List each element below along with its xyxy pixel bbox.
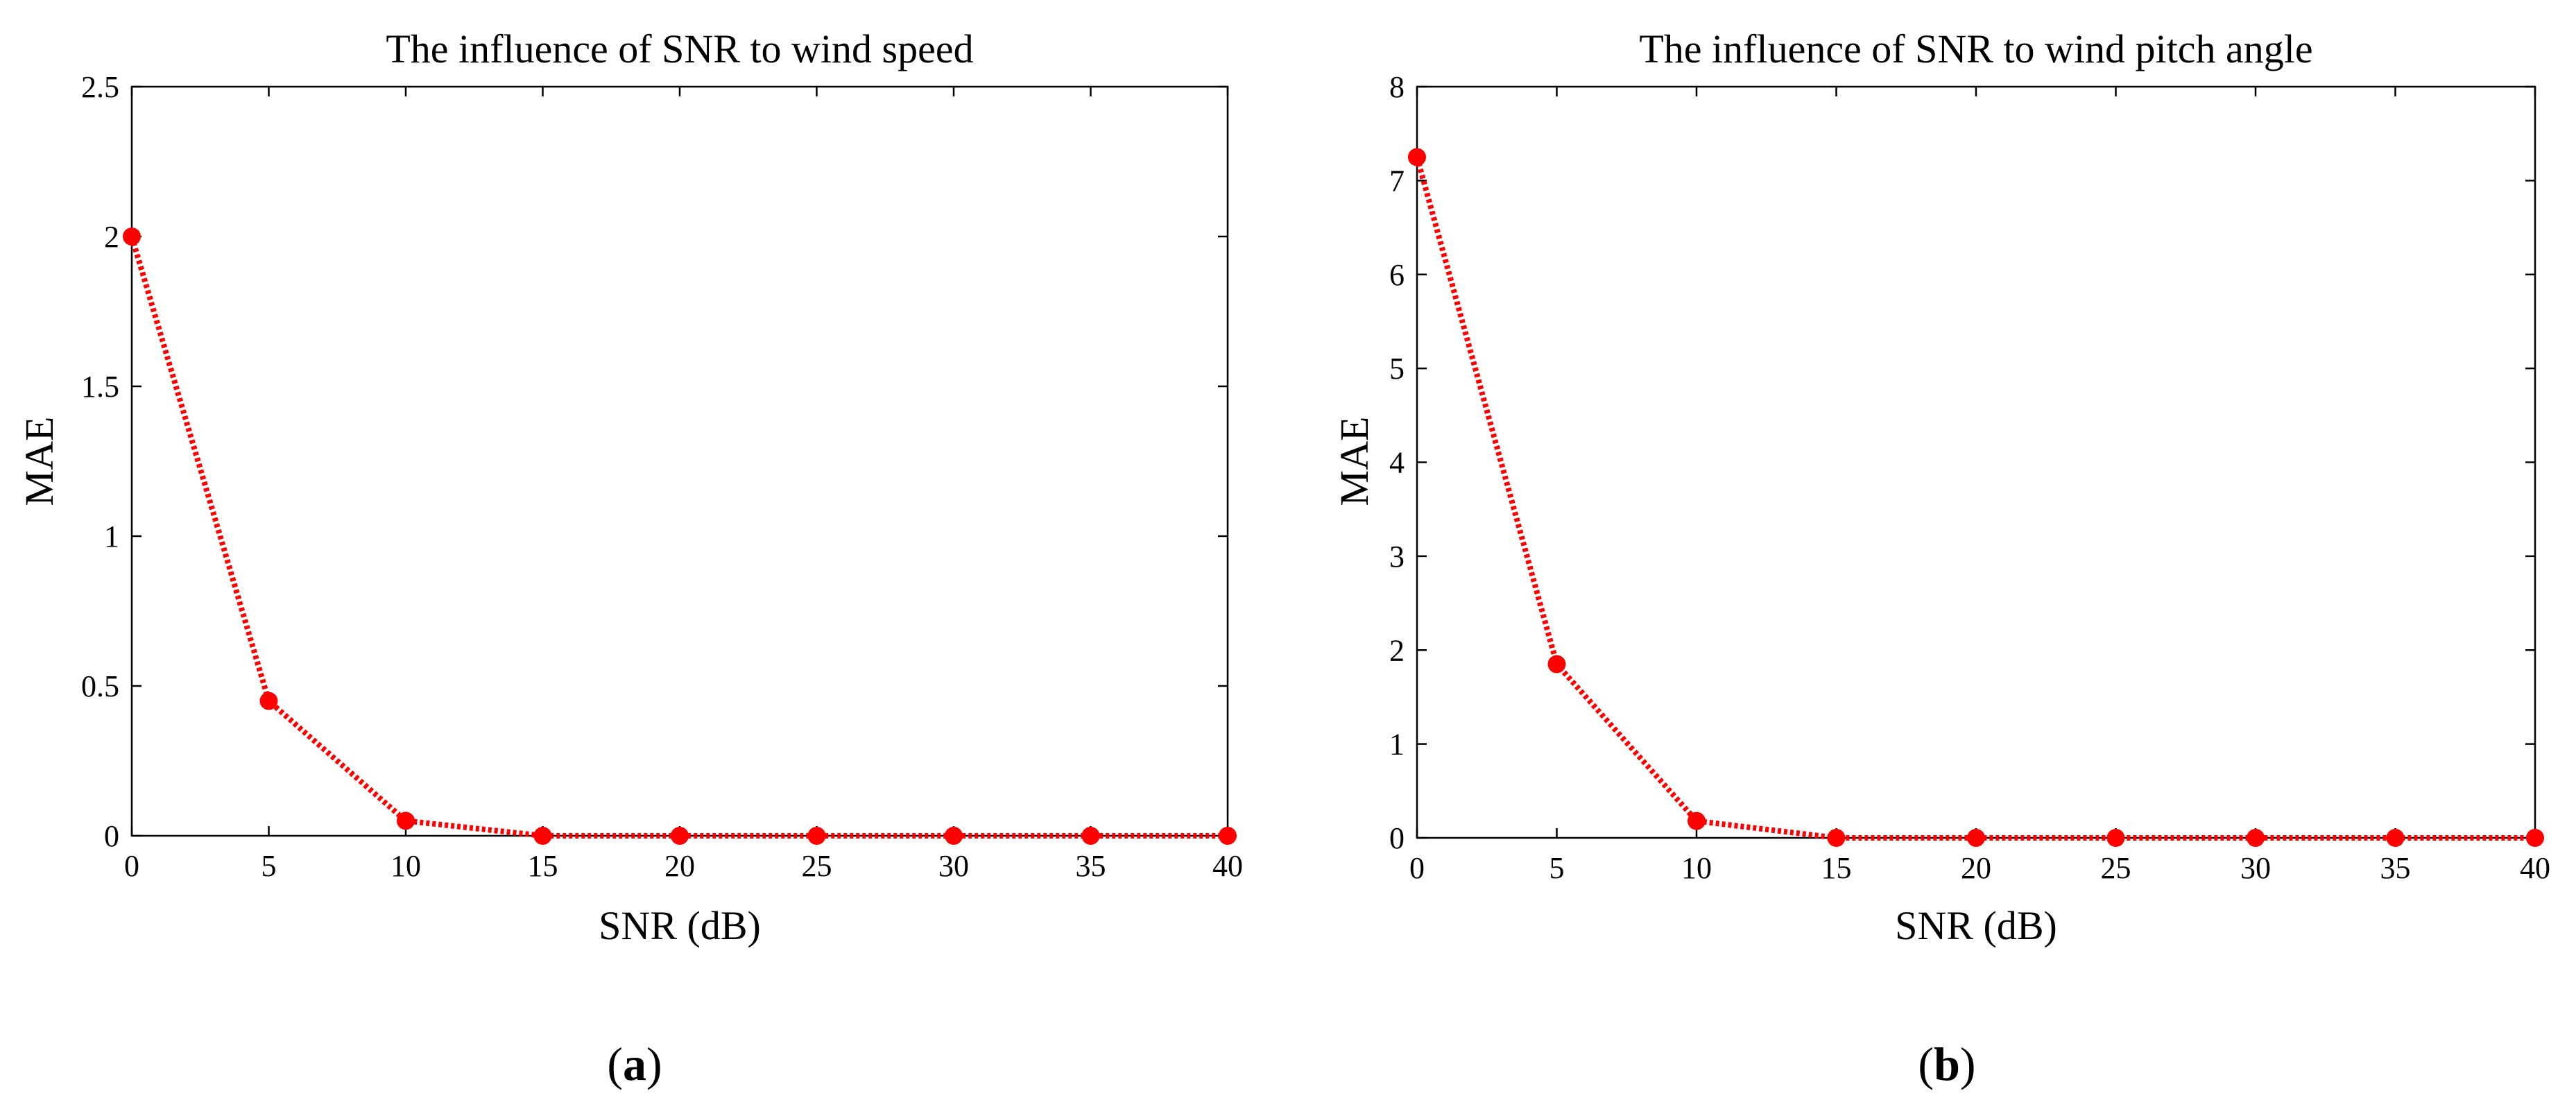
y-axis-title-a: MAE [17,417,62,506]
x-tick-label-a: 30 [938,849,969,883]
panel-label-b-letter: b [1934,1038,1960,1090]
y-tick-label-b: 1 [1389,728,1405,762]
panel-label-b-close: ) [1960,1038,1976,1090]
y-tick-label-a: 0 [104,819,119,853]
panel-label-a: (a) [607,1038,662,1090]
y-tick-label-b: 2 [1389,633,1405,667]
x-tick-label-b: 5 [1549,851,1565,885]
data-point-b [1688,812,1706,830]
ticks-b: 0 5 10 15 20 25 30 35 40 0 1 2 3 4 5 6 7 8 [1389,70,2550,885]
series-a [123,228,1237,845]
y-tick-label-a: 1.5 [81,370,119,404]
y-tick-label-a: 1 [104,520,119,553]
data-point-b [2386,829,2405,847]
panel-label-b: (b) [1918,1038,1975,1090]
data-point-a [533,827,552,845]
x-axis-title-b: SNR (dB) [1895,903,2057,948]
x-tick-label-a: 35 [1076,849,1106,883]
x-tick-label-b: 25 [2101,851,2131,885]
y-tick-label-b: 6 [1389,258,1405,292]
panel-label-a-open: ( [607,1038,623,1090]
x-tick-label-a: 40 [1212,849,1243,883]
chart-panel-b: The influence of SNR to wind pitch angle… [1332,26,2550,948]
y-tick-label-a: 0.5 [81,669,119,703]
x-tick-label-a: 25 [802,849,832,883]
y-tick-label-b: 0 [1389,821,1405,855]
series-line-b [1414,156,2535,841]
x-tick-label-b: 15 [1821,851,1852,885]
x-axis-title-a: SNR (dB) [599,903,761,948]
data-point-a [259,692,278,710]
y-axis-title-b: MAE [1332,417,1377,506]
data-point-a [807,827,826,845]
y-tick-label-b: 7 [1389,164,1405,198]
y-tick-label-b: 4 [1389,446,1405,480]
panel-label-a-letter: a [623,1038,646,1090]
x-tick-label-b: 20 [1961,851,1991,885]
data-point-a [123,228,141,246]
data-point-a [671,827,689,845]
data-point-a [1081,827,1100,845]
data-point-b [2106,829,2125,847]
x-tick-label-b: 35 [2380,851,2411,885]
x-tick-label-b: 40 [2520,851,2550,885]
data-point-b [2247,829,2265,847]
data-point-a [945,827,963,845]
y-tick-label-a: 2.5 [81,70,119,104]
y-tick-label-b: 8 [1389,70,1405,104]
x-tick-label-b: 30 [2240,851,2271,885]
y-tick-label-b: 3 [1389,540,1405,574]
panel-label-b-open: ( [1918,1038,1934,1090]
x-tick-label-a: 0 [124,849,139,883]
x-tick-label-b: 10 [1681,851,1712,885]
data-point-b [1547,655,1566,673]
chart-panel-a: The influence of SNR to wind speed SNR (… [17,26,1243,948]
chart-title-b: The influence of SNR to wind pitch angle [1639,26,2312,71]
data-point-b [1827,829,1846,847]
panel-label-a-close: ) [646,1038,662,1090]
chart-title-a: The influence of SNR to wind speed [386,26,973,71]
x-tick-label-a: 5 [261,849,277,883]
data-point-a [397,812,415,830]
y-tick-label-a: 2 [104,220,119,254]
x-tick-label-a: 10 [390,849,421,883]
x-tick-label-a: 15 [528,849,558,883]
y-tick-label-b: 5 [1389,352,1405,386]
ticks-a: 0 5 10 15 20 25 30 35 40 0 0.5 1 1.5 2 2.5 [81,70,1243,883]
data-point-a [1219,827,1237,845]
x-tick-label-a: 20 [664,849,695,883]
data-point-b [1408,148,1426,166]
plot-frame-b [1416,85,2536,839]
series-line-a [129,235,1228,839]
x-tick-label-b: 0 [1409,851,1425,885]
data-point-b [1967,829,1985,847]
data-point-b [2526,829,2544,847]
series-b [1408,148,2544,847]
